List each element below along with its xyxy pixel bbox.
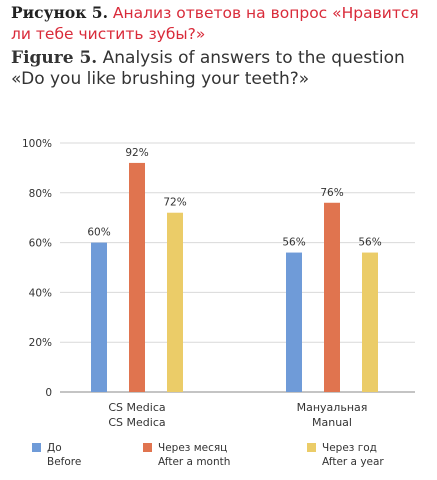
bar [91,242,107,392]
legend-label-before-ru: До [47,442,62,454]
bar [167,212,183,392]
x-tick-label: CS Medica [108,401,165,414]
data-label: 56% [358,237,381,249]
legend-label-year-ru: Через год [322,442,377,454]
x-tick-label: Мануальная [297,401,368,414]
y-tick-label: 20% [29,337,52,349]
legend-swatch-month [143,443,152,452]
legend-label-month-en: After a month [158,456,231,468]
data-label: 60% [87,227,110,239]
bar [129,162,145,392]
legend-label-month-ru: Через месяц [158,442,228,454]
legend-label-year-en: After a year [322,456,384,468]
data-label: 76% [320,187,343,199]
figure-number-ru: Рисунок 5. [11,3,108,22]
data-label: 56% [282,237,305,249]
bar [362,252,378,392]
title-text-ru: Анализ ответов на вопрос «Нравится ли те… [11,4,419,43]
y-tick-label: 80% [29,188,52,200]
y-tick-label: 40% [29,287,52,299]
y-tick-label: 60% [29,238,52,250]
y-tick-label: 100% [22,138,52,150]
data-label: 92% [125,147,148,159]
legend-swatch-before [32,443,41,452]
y-tick-label: 0 [45,387,52,399]
title-text-en: Analysis of answers to the question «Do … [11,48,405,89]
legend-swatch-year [307,443,316,452]
x-tick-label: Manual [312,416,352,429]
bar [286,252,302,392]
chart-title-en: Figure 5. Analysis of answers to the que… [11,48,431,90]
x-tick-label: CS Medica [108,416,165,429]
bar [324,202,340,392]
figure-number-en: Figure 5. [11,48,98,68]
chart-title-ru: Рисунок 5. Анализ ответов на вопрос «Нра… [11,2,431,45]
data-label: 72% [163,197,186,209]
legend-label-before-en: Before [47,456,82,468]
